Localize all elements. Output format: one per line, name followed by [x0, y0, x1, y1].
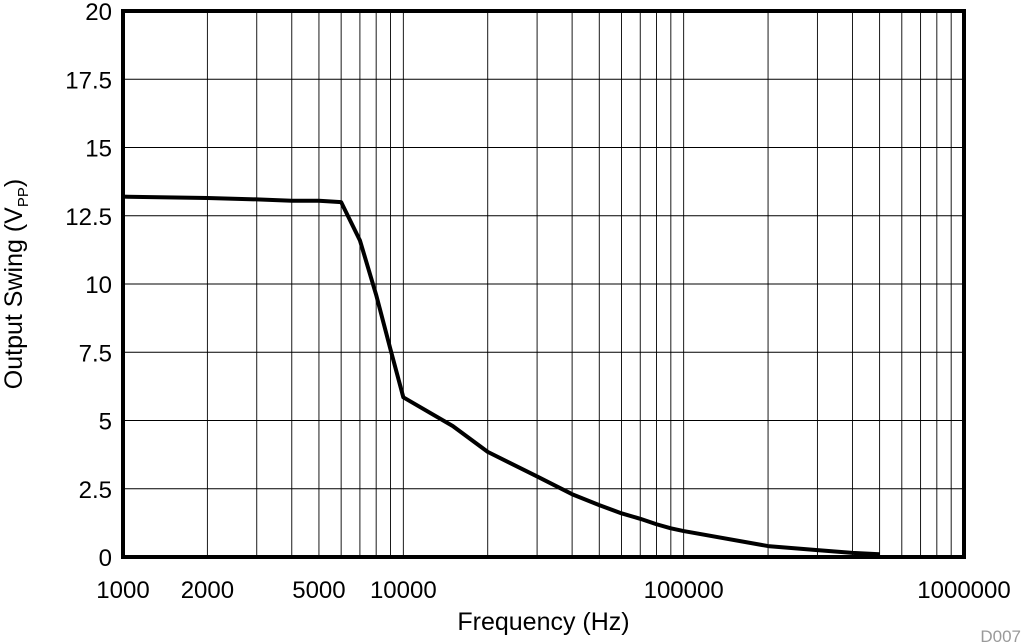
x-tick-label: 1000000 [917, 577, 1010, 604]
x-tick-label: 100000 [644, 577, 724, 604]
x-tick-labels: 1000 2000 5000 10000 100000 1000000 [96, 577, 1010, 604]
grid [122, 10, 964, 558]
x-axis-label: Frequency (Hz) [457, 608, 629, 636]
y-tick-label: 15 [85, 136, 112, 163]
x-tick-label: 2000 [181, 577, 234, 604]
x-tick-label: 10000 [370, 577, 437, 604]
series-layer [122, 194, 880, 557]
y-tick-label: 2.5 [79, 477, 112, 504]
series-line-1 [122, 194, 880, 557]
y-tick-label: 12.5 [65, 204, 112, 231]
y-tick-label: 5 [99, 409, 112, 436]
y-tick-label: 0 [99, 545, 112, 572]
y-axis-label-main: Output Swing (V [0, 207, 28, 389]
y-tick-labels: 0 2.5 5 7.5 10 12.5 15 17.5 20 [65, 0, 112, 572]
y-tick-label: 20 [85, 0, 112, 26]
x-tick-label: 5000 [292, 577, 345, 604]
y-tick-label: 10 [85, 272, 112, 299]
y-axis-label-close: ) [0, 179, 28, 187]
figure-id-label: D007 [980, 627, 1021, 644]
plot-frame [121, 9, 966, 559]
y-tick-label: 17.5 [65, 67, 112, 94]
y-tick-label: 7.5 [79, 340, 112, 367]
y-axis-label: Output Swing (VPP) [0, 179, 32, 389]
x-tick-label: 1000 [96, 577, 149, 604]
y-axis-label-subscript: PP [15, 187, 32, 207]
